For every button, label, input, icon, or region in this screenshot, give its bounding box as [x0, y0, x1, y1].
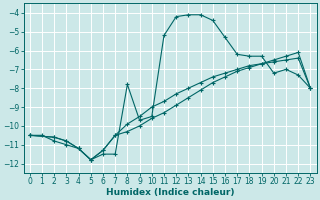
X-axis label: Humidex (Indice chaleur): Humidex (Indice chaleur) — [106, 188, 234, 197]
